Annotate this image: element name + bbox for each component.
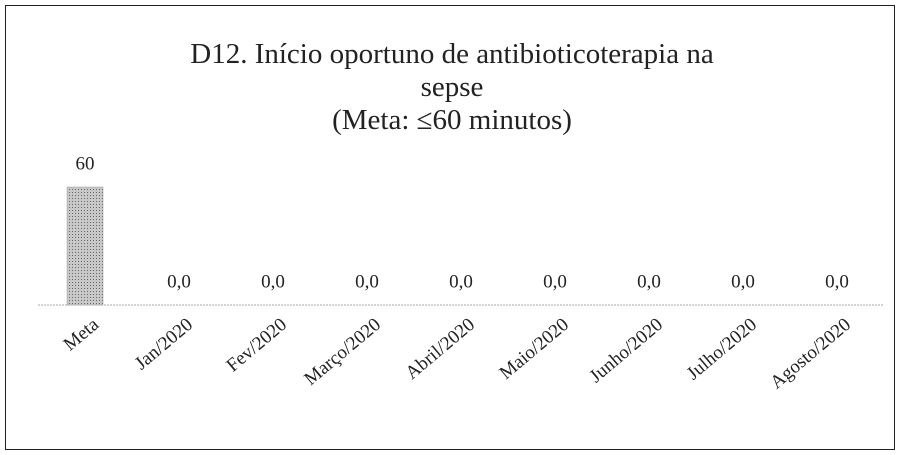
data-label: 0,0 xyxy=(449,271,473,292)
data-label: 0,0 xyxy=(261,271,285,292)
x-tick-label: Maio/2020 xyxy=(496,314,573,384)
data-label: 0,0 xyxy=(167,271,191,292)
x-tick-label: Fev/2020 xyxy=(223,314,291,376)
x-tick-label: Abril/2020 xyxy=(402,314,479,384)
chart-title: D12. Início oportuno de antibioticoterap… xyxy=(190,38,714,103)
data-label: 0,0 xyxy=(543,271,567,292)
chart-frame xyxy=(5,5,895,450)
data-label: 0,0 xyxy=(637,271,661,292)
x-tick-label: Jan/2020 xyxy=(131,314,197,374)
titles: D12. Início oportuno de antibioticoterap… xyxy=(170,38,734,137)
x-tick-label: Julho/2020 xyxy=(683,314,761,384)
chart-subtitle: (Meta: ≤60 minutos) xyxy=(332,104,572,136)
data-label: 0,0 xyxy=(825,271,849,292)
x-tick-label: Meta xyxy=(60,314,104,356)
data-label: 0,0 xyxy=(731,271,755,292)
data-label: 60 xyxy=(76,153,95,174)
bar xyxy=(66,186,104,306)
x-tick-label: Março/2020 xyxy=(300,314,385,390)
x-tick-label: Junho/2020 xyxy=(586,314,667,387)
data-label: 0,0 xyxy=(355,271,379,292)
x-tick-label: Agosto/2020 xyxy=(766,314,855,393)
